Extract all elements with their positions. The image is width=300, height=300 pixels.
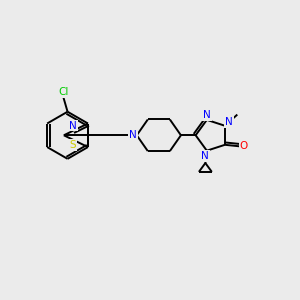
Text: Cl: Cl [58, 87, 68, 97]
Text: O: O [240, 141, 248, 151]
Text: N: N [203, 110, 211, 120]
Text: S: S [70, 140, 76, 150]
Text: N: N [225, 117, 233, 127]
Text: N: N [69, 121, 77, 130]
Text: N: N [202, 151, 209, 161]
Text: N: N [129, 130, 137, 140]
